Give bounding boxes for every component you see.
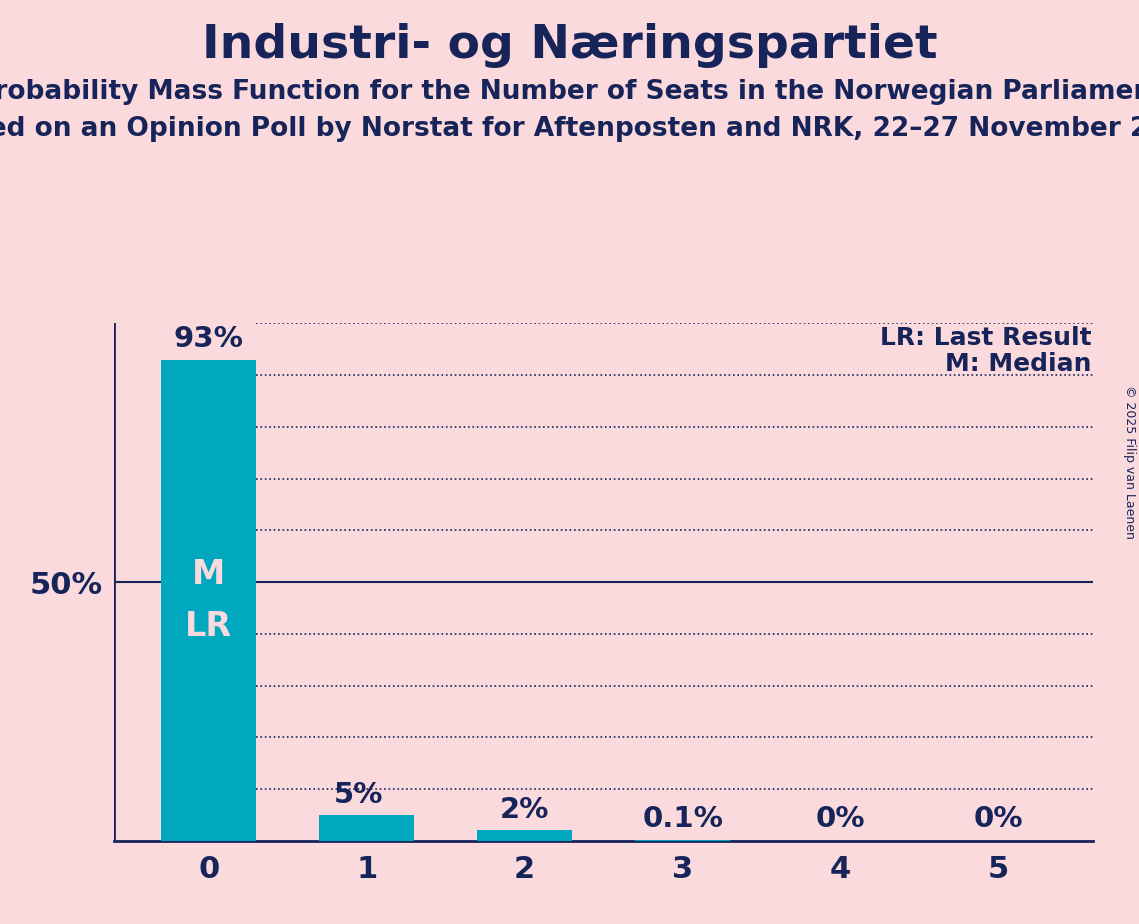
Text: 0%: 0% bbox=[974, 805, 1024, 833]
Bar bbox=[162, 359, 256, 841]
Text: 2%: 2% bbox=[500, 796, 549, 824]
Text: 0.1%: 0.1% bbox=[642, 805, 723, 833]
Bar bbox=[319, 815, 415, 841]
Text: LR: LR bbox=[186, 610, 232, 642]
Text: Probability Mass Function for the Number of Seats in the Norwegian Parliament: Probability Mass Function for the Number… bbox=[0, 79, 1139, 104]
Text: © 2025 Filip van Laenen: © 2025 Filip van Laenen bbox=[1123, 385, 1137, 539]
Text: 5%: 5% bbox=[334, 781, 384, 808]
Bar bbox=[477, 831, 572, 841]
Text: Industri- og Næringspartiet: Industri- og Næringspartiet bbox=[202, 23, 937, 68]
Text: 93%: 93% bbox=[174, 325, 244, 353]
Text: 0%: 0% bbox=[816, 805, 866, 833]
Text: Based on an Opinion Poll by Norstat for Aftenposten and NRK, 22–27 November 2022: Based on an Opinion Poll by Norstat for … bbox=[0, 116, 1139, 141]
Text: LR: Last Result: LR: Last Result bbox=[879, 326, 1091, 350]
Text: M: Median: M: Median bbox=[945, 352, 1091, 376]
Text: M: M bbox=[192, 558, 226, 590]
